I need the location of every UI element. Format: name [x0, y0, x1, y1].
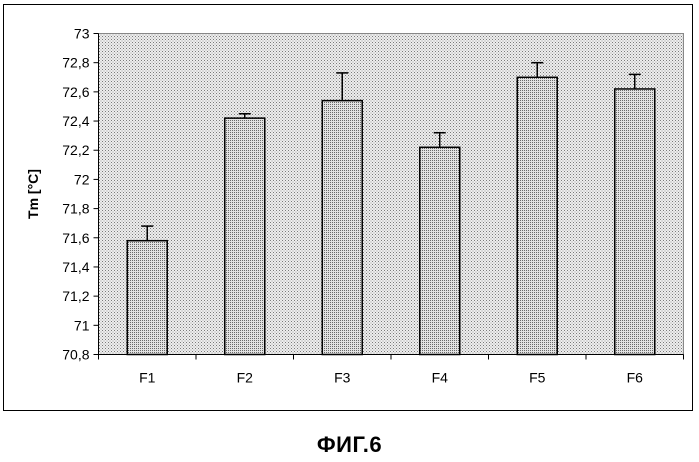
x-tick-label: F1 — [139, 370, 156, 386]
y-tick-label: 71,4 — [62, 259, 89, 275]
y-axis-title: Tm [°C] — [25, 169, 41, 219]
figure-caption: ФИГ.6 — [0, 432, 699, 458]
x-tick-label: F3 — [334, 370, 351, 386]
bar-F5 — [517, 77, 557, 354]
y-tick-label: 73 — [74, 26, 90, 42]
y-tick-label: 72,2 — [62, 142, 89, 158]
x-tick-label: F5 — [529, 370, 546, 386]
y-tick-label: 72,8 — [62, 55, 89, 71]
y-tick-label: 71 — [74, 317, 90, 333]
y-tick-label: 72 — [74, 171, 90, 187]
y-tick-label: 71,2 — [62, 288, 89, 304]
x-tick-label: F4 — [432, 370, 449, 386]
y-tick-label: 71,8 — [62, 201, 89, 217]
bar-F4 — [420, 147, 460, 354]
y-tick-label: 70,8 — [62, 347, 89, 363]
y-tick-label: 72,6 — [62, 84, 89, 100]
x-tick-label: F2 — [237, 370, 254, 386]
bar-F1 — [127, 241, 167, 355]
y-tick-label: 72,4 — [62, 113, 89, 129]
x-tick-label: F6 — [627, 370, 644, 386]
bar-F6 — [615, 89, 655, 355]
y-tick-label: 71,6 — [62, 230, 89, 246]
bar-F3 — [322, 101, 362, 355]
bar-F2 — [225, 118, 265, 354]
plot-area — [99, 34, 684, 355]
